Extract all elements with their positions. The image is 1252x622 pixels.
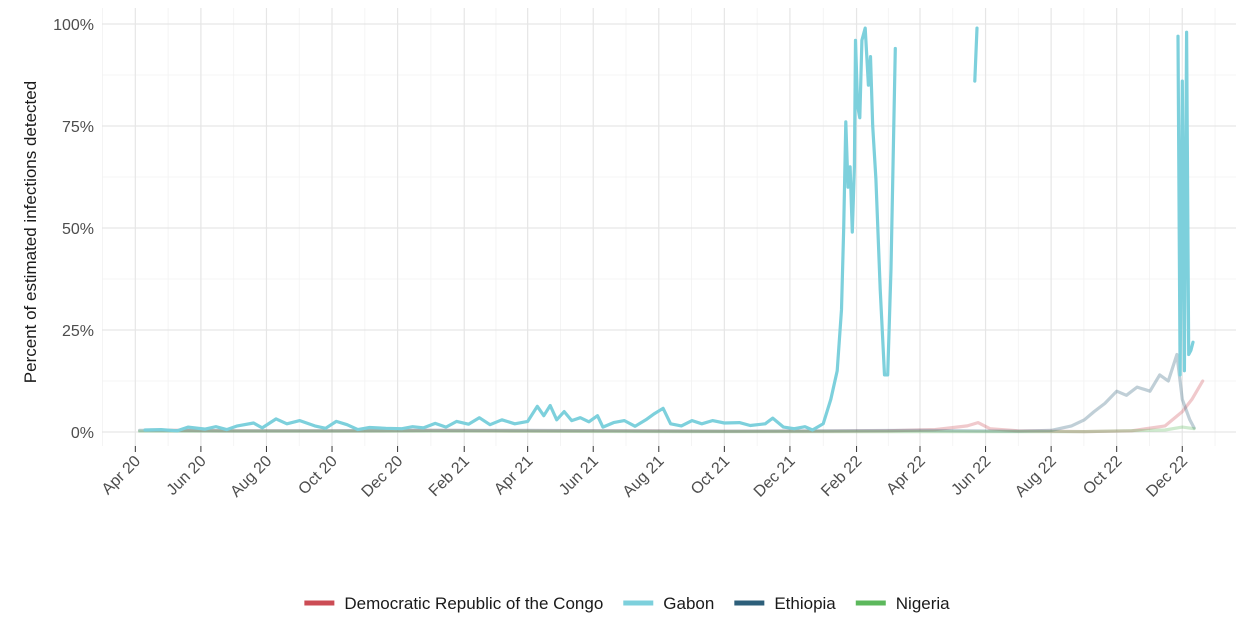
legend-label-democratic-republic-of-the-congo: Democratic Republic of the Congo [344,594,603,613]
y-tick-label: 100% [53,17,94,34]
series-line-ethiopia [138,352,1196,433]
x-tick-label: Apr 20 [99,453,144,498]
x-tick-label: Oct 21 [688,453,733,498]
x-tick-label: Jun 22 [948,453,994,499]
y-tick-label: 75% [62,119,94,136]
legend-label-ethiopia: Ethiopia [774,594,836,613]
y-tick-label: 50% [62,221,94,238]
y-tick-label: 0% [71,425,94,442]
x-tick-label: Dec 20 [359,453,407,501]
x-tick-label: Dec 21 [751,453,799,501]
x-tick-label: Apr 21 [491,453,536,498]
x-tick-label: Feb 21 [426,453,473,500]
legend: Democratic Republic of the Congo Gabon Eth… [304,594,950,613]
x-tick-label: Apr 22 [883,453,928,498]
legend-label-nigeria: Nigeria [896,594,950,613]
x-tick-label: Aug 22 [1012,453,1060,501]
series-lines [138,26,1205,434]
x-tick-label: Dec 22 [1143,453,1191,501]
gridlines [102,8,1236,446]
legend-label-gabon: Gabon [663,594,714,613]
series-line-democratic-republic-of-the-congo [148,379,1205,434]
x-tick-label: Jun 21 [556,453,602,499]
x-tick-label: Jun 20 [164,453,210,499]
x-tick-label: Aug 20 [227,453,275,501]
series-line-gabon [1176,30,1195,377]
x-tick-label: Oct 20 [295,453,340,498]
series-line-nigeria [138,425,1196,434]
series-line-gabon [973,26,979,83]
x-tick-label: Feb 22 [818,453,865,500]
x-tick-label: Oct 22 [1080,453,1125,498]
x-tick-label: Aug 21 [620,453,668,501]
y-tick-label: 25% [62,323,94,340]
series-line-gabon [143,26,897,433]
y-axis-title: Percent of estimated infections detected [21,81,40,383]
